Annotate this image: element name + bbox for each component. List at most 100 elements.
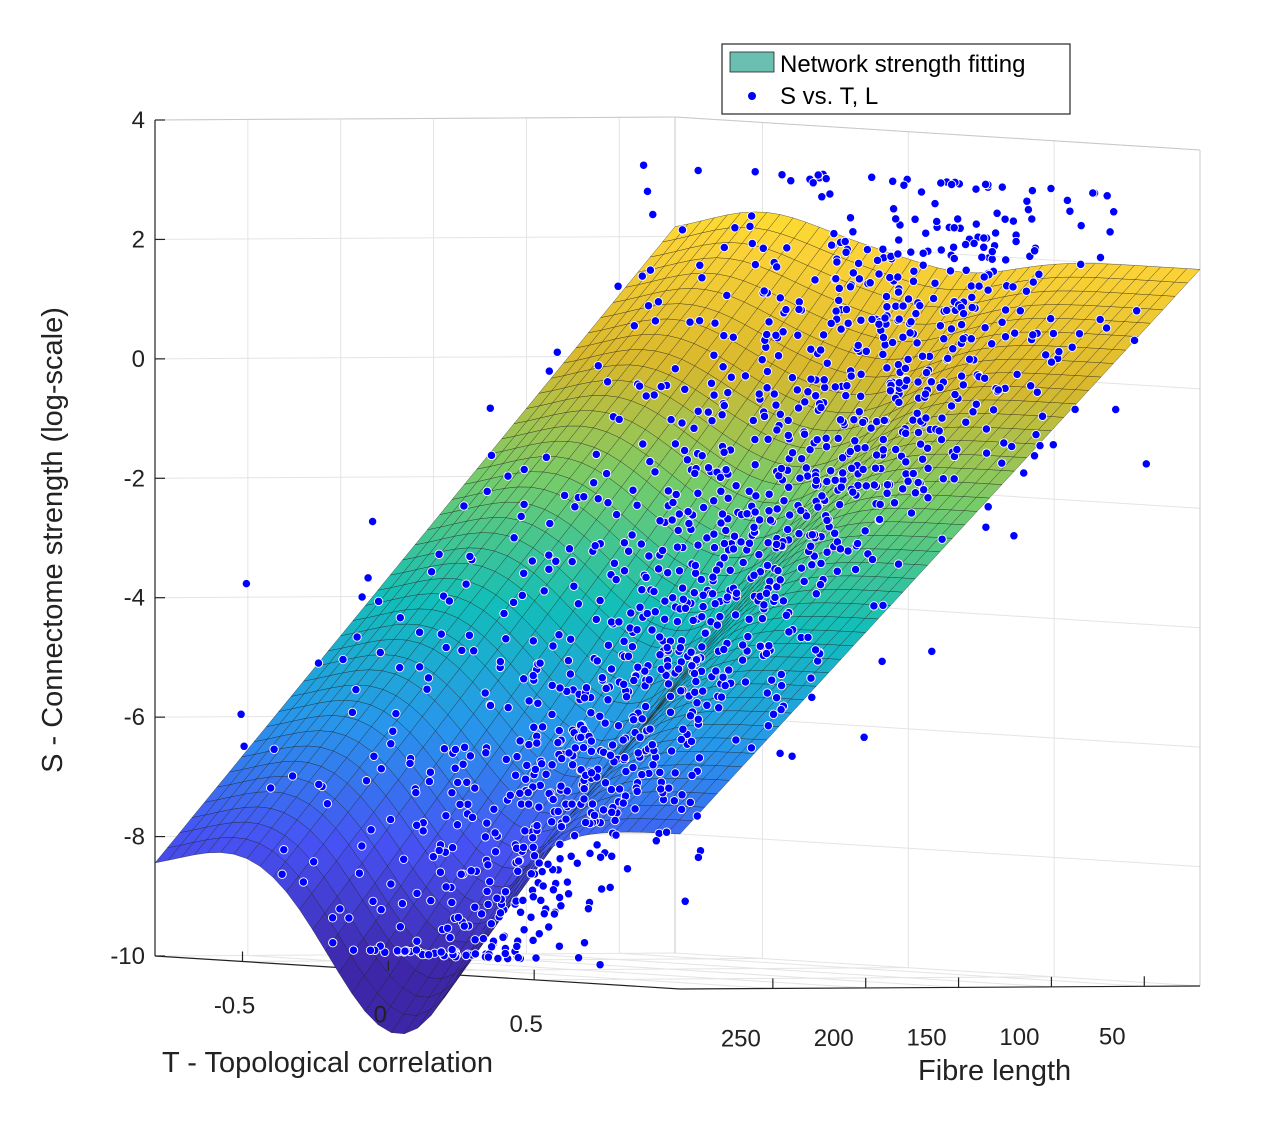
data-point <box>693 165 703 176</box>
data-point <box>298 877 309 887</box>
data-point <box>663 679 674 689</box>
data-point <box>885 386 896 396</box>
data-point <box>792 385 802 395</box>
data-point <box>738 640 748 650</box>
data-point <box>891 214 901 224</box>
data-point <box>785 510 795 520</box>
data-point <box>1027 214 1037 224</box>
data-point <box>725 565 735 575</box>
data-point <box>548 794 558 805</box>
data-point <box>644 675 654 685</box>
data-point <box>754 549 764 560</box>
data-point <box>676 686 686 696</box>
data-point <box>693 714 703 724</box>
data-point <box>660 614 670 624</box>
data-point <box>515 907 526 917</box>
data-point <box>591 449 601 460</box>
data-point <box>466 866 476 876</box>
x-tick-label: -0.5 <box>214 993 255 1020</box>
data-point <box>614 617 624 627</box>
data-point <box>899 180 909 190</box>
data-point <box>946 324 957 334</box>
data-point <box>1022 196 1032 206</box>
data-point <box>806 673 816 683</box>
data-point <box>811 391 821 401</box>
data-point <box>335 904 345 914</box>
data-point <box>1067 342 1077 352</box>
data-point <box>673 664 684 674</box>
y-tick-label: 100 <box>999 1024 1039 1051</box>
data-point <box>723 493 733 503</box>
data-point <box>309 857 319 867</box>
data-point <box>586 736 597 746</box>
data-point <box>693 852 704 863</box>
data-point <box>718 672 728 682</box>
data-point <box>680 603 691 613</box>
data-point <box>486 919 496 929</box>
data-point <box>678 724 688 734</box>
data-point <box>426 567 437 577</box>
data-point <box>843 318 853 328</box>
data-point <box>680 896 690 906</box>
data-point <box>934 426 944 436</box>
data-point <box>983 502 993 512</box>
data-point <box>829 228 839 239</box>
data-point <box>597 673 607 683</box>
data-point <box>637 271 647 281</box>
data-point <box>836 324 846 334</box>
data-point <box>930 278 940 288</box>
data-point <box>874 319 884 329</box>
data-point <box>903 354 913 365</box>
data-point <box>611 574 621 585</box>
data-point <box>1105 227 1115 237</box>
data-point <box>843 546 853 556</box>
data-point <box>523 787 533 798</box>
data-point <box>990 228 1001 238</box>
data-point <box>567 556 577 567</box>
data-point <box>783 415 793 426</box>
data-point <box>821 442 832 452</box>
data-point <box>486 942 497 952</box>
data-point <box>1008 216 1019 226</box>
data-point <box>552 347 562 357</box>
data-point <box>722 290 732 301</box>
data-point <box>392 946 403 956</box>
data-point <box>537 759 547 769</box>
data-point <box>415 662 425 672</box>
data-point <box>755 641 765 651</box>
data-point <box>703 463 714 473</box>
data-point <box>709 529 719 539</box>
data-point <box>1010 328 1020 338</box>
data-point <box>1046 313 1056 324</box>
data-point <box>418 826 428 836</box>
data-point <box>898 332 908 342</box>
data-point <box>697 451 707 461</box>
data-point <box>692 698 702 708</box>
data-point <box>894 314 904 324</box>
data-point <box>619 679 629 689</box>
data-point <box>579 784 589 794</box>
data-point <box>771 539 782 550</box>
data-point <box>1041 350 1051 360</box>
data-point <box>641 391 651 401</box>
data-point <box>643 301 654 311</box>
data-point <box>971 219 981 229</box>
data-point <box>666 746 677 756</box>
data-point <box>881 291 892 302</box>
data-point <box>819 375 829 385</box>
data-point <box>1001 255 1011 265</box>
data-point <box>628 715 639 725</box>
data-point <box>807 530 817 540</box>
data-point <box>799 429 810 439</box>
data-point <box>490 847 501 857</box>
data-point <box>981 424 992 434</box>
data-point <box>519 674 529 684</box>
data-point <box>547 680 557 691</box>
data-point <box>354 868 365 878</box>
data-point <box>744 486 754 496</box>
data-point <box>717 410 727 420</box>
data-point <box>811 589 821 599</box>
data-point <box>1076 259 1086 270</box>
data-point <box>787 448 798 458</box>
data-point <box>762 329 772 340</box>
